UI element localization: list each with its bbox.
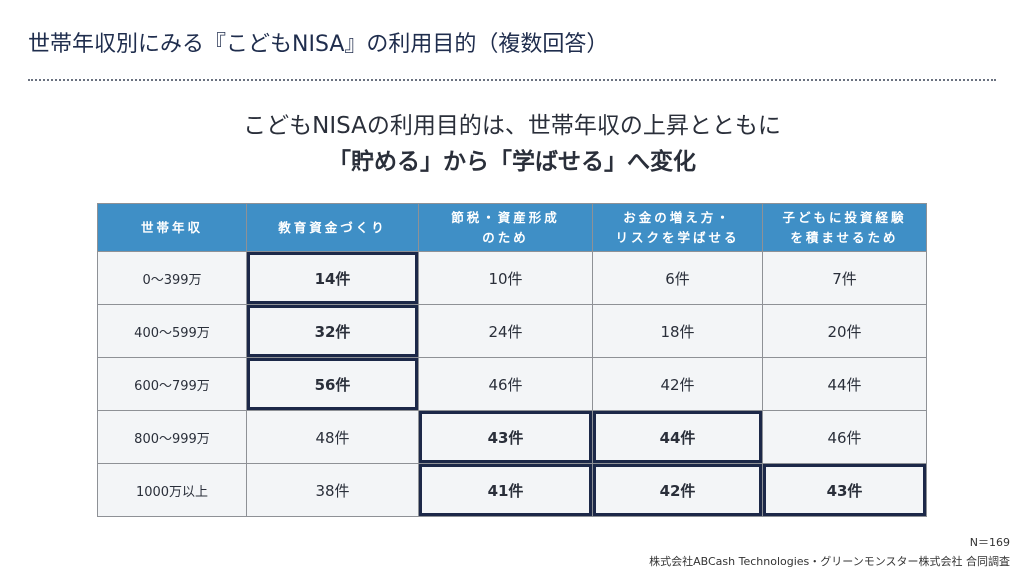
data-table: 世帯年収 教育資金づくり 節税・資産形成 のため お金の増え方・ リスクを学ばせる 子ど… xyxy=(97,203,927,517)
table-row: 1000万以上 38件 41件 42件 43件 xyxy=(97,463,927,517)
cell: 10件 xyxy=(418,251,593,305)
cell: 42件 xyxy=(592,463,763,517)
cell: 24件 xyxy=(418,304,593,358)
title: 世帯年収別にみる『こどもNISA』の利用目的（複数回答） xyxy=(28,32,609,57)
divider xyxy=(28,79,996,81)
column-header: 教育資金づくり xyxy=(246,203,419,252)
cell: 48件 xyxy=(246,410,419,464)
cell: 44件 xyxy=(762,357,927,411)
cell: 56件 xyxy=(246,357,419,411)
column-header: 節税・資産形成 のため xyxy=(418,203,593,252)
cell: 18件 xyxy=(592,304,763,358)
row-label: 0〜399万 xyxy=(97,251,247,305)
cell: 42件 xyxy=(592,357,763,411)
cell: 7件 xyxy=(762,251,927,305)
subtitle-emphasis: 「貯める」から「学ばせる」へ変化 xyxy=(328,149,696,175)
cell: 38件 xyxy=(246,463,419,517)
cell: 43件 xyxy=(762,463,927,517)
table-row: 400〜599万 32件 24件 18件 20件 xyxy=(97,304,927,358)
cell: 41件 xyxy=(418,463,593,517)
row-label: 1000万以上 xyxy=(97,463,247,517)
table-row: 0〜399万 14件 10件 6件 7件 xyxy=(97,251,927,305)
cell: 46件 xyxy=(762,410,927,464)
sample-size: N＝169 xyxy=(969,536,1010,549)
row-label: 800〜999万 xyxy=(97,410,247,464)
column-header: 子どもに投資経験 を積ませるため xyxy=(762,203,927,252)
table-row: 800〜999万 48件 43件 44件 46件 xyxy=(97,410,927,464)
cell: 20件 xyxy=(762,304,927,358)
subtitle: こどもNISAの利用目的は、世帯年収の上昇とともに xyxy=(243,113,781,139)
cell: 46件 xyxy=(418,357,593,411)
source: 株式会社ABCash Technologies・グリーンモンスター株式会社 合同… xyxy=(649,555,1010,568)
header-row: 世帯年収 教育資金づくり 節税・資産形成 のため お金の増え方・ リスクを学ばせる 子ど… xyxy=(97,203,927,252)
cell: 44件 xyxy=(592,410,763,464)
cell: 14件 xyxy=(246,251,419,305)
column-header: お金の増え方・ リスクを学ばせる xyxy=(592,203,763,252)
row-label: 600〜799万 xyxy=(97,357,247,411)
cell: 32件 xyxy=(246,304,419,358)
cell: 6件 xyxy=(592,251,763,305)
row-label: 400〜599万 xyxy=(97,304,247,358)
cell: 43件 xyxy=(418,410,593,464)
table-row: 600〜799万 56件 46件 42件 44件 xyxy=(97,357,927,411)
column-header: 世帯年収 xyxy=(97,203,247,252)
